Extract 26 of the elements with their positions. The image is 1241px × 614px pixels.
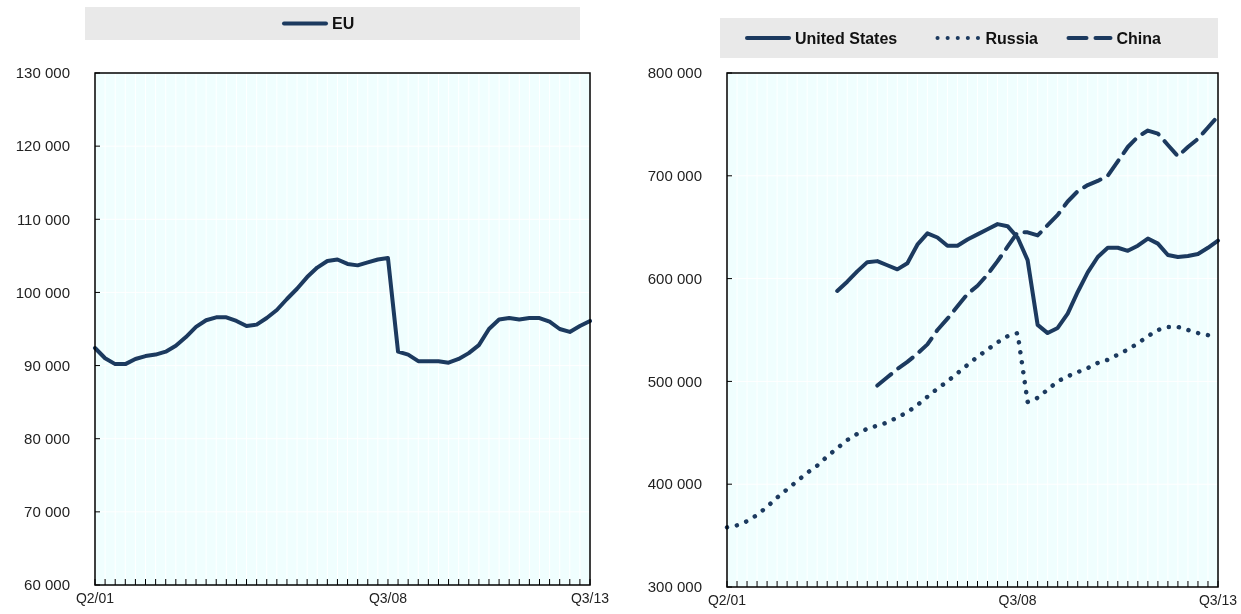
y-tick-label: 70 000 bbox=[24, 503, 70, 521]
legend-label: China bbox=[1116, 29, 1162, 47]
x-tick-label: Q2/01 bbox=[75, 590, 115, 606]
y-tick-label: 110 000 bbox=[16, 210, 70, 228]
x-tick-label: Q3/08 bbox=[998, 592, 1037, 608]
y-tick-label: 120 000 bbox=[15, 137, 70, 155]
x-tick-label: Q2/01 bbox=[707, 592, 747, 608]
x-tick-label: Q3/13 bbox=[1198, 592, 1238, 608]
y-tick-label: 90 000 bbox=[24, 356, 70, 374]
y-tick-label: 600 000 bbox=[647, 269, 702, 287]
y-tick-label: 80 000 bbox=[24, 429, 70, 447]
legend-label: Russia bbox=[985, 29, 1039, 47]
legend-label: EU bbox=[332, 15, 355, 33]
legend-label: United States bbox=[795, 29, 898, 47]
y-tick-label: 800 000 bbox=[647, 64, 702, 82]
x-tick-label: Q3/08 bbox=[368, 590, 408, 606]
line-series bbox=[93, 256, 592, 367]
x-tick-label: Q3/13 bbox=[570, 590, 610, 606]
y-tick-label: 60 000 bbox=[24, 576, 70, 594]
y-tick-label: 300 000 bbox=[647, 578, 702, 596]
y-tick-label: 400 000 bbox=[647, 475, 702, 493]
line-series bbox=[724, 324, 1211, 530]
y-tick-label: 700 000 bbox=[647, 167, 702, 185]
y-tick-label: 500 000 bbox=[647, 372, 702, 390]
y-tick-label: 100 000 bbox=[15, 283, 70, 301]
y-tick-label: 130 000 bbox=[15, 64, 70, 82]
